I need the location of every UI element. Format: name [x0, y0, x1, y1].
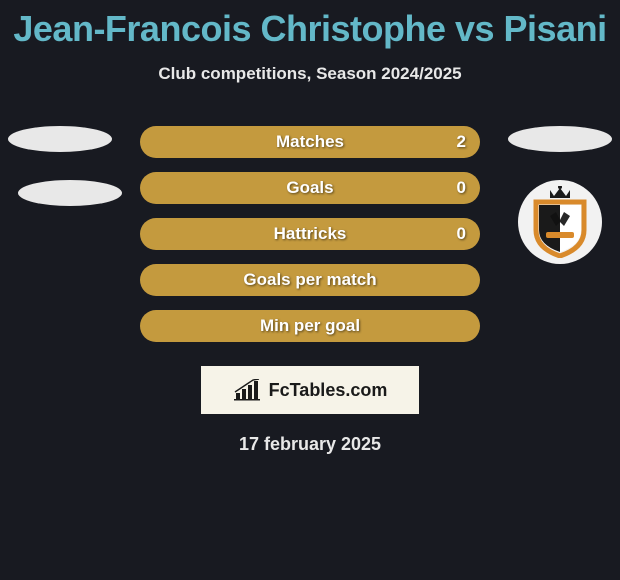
stat-label: Hattricks [274, 224, 347, 244]
club-badge [518, 180, 602, 264]
stat-value-right: 2 [457, 132, 466, 152]
player-left-placeholder-2 [18, 180, 122, 206]
stat-row-goals-per-match: Goals per match [140, 264, 480, 296]
stat-row-hattricks: Hattricks 0 [140, 218, 480, 250]
stat-label: Matches [276, 132, 344, 152]
stat-label: Goals [286, 178, 333, 198]
stat-row-matches: Matches 2 [140, 126, 480, 158]
comparison-content: Matches 2 Goals 0 Hattricks 0 Goals per … [0, 126, 620, 455]
club-crest-icon [528, 186, 592, 258]
stat-row-goals: Goals 0 [140, 172, 480, 204]
player-left-placeholder-1 [8, 126, 112, 152]
stat-value-right: 0 [457, 224, 466, 244]
stat-row-min-per-goal: Min per goal [140, 310, 480, 342]
date-text: 17 february 2025 [0, 434, 620, 455]
brand-box: FcTables.com [201, 366, 419, 414]
stat-rows: Matches 2 Goals 0 Hattricks 0 Goals per … [140, 126, 480, 342]
page-title: Jean-Francois Christophe vs Pisani [0, 0, 620, 50]
player-right-placeholder-1 [508, 126, 612, 152]
bars-chart-icon [233, 379, 263, 401]
stat-label: Min per goal [260, 316, 360, 336]
stat-value-right: 0 [457, 178, 466, 198]
brand-text: FcTables.com [269, 380, 388, 401]
stat-label: Goals per match [243, 270, 376, 290]
page-subtitle: Club competitions, Season 2024/2025 [0, 64, 620, 84]
